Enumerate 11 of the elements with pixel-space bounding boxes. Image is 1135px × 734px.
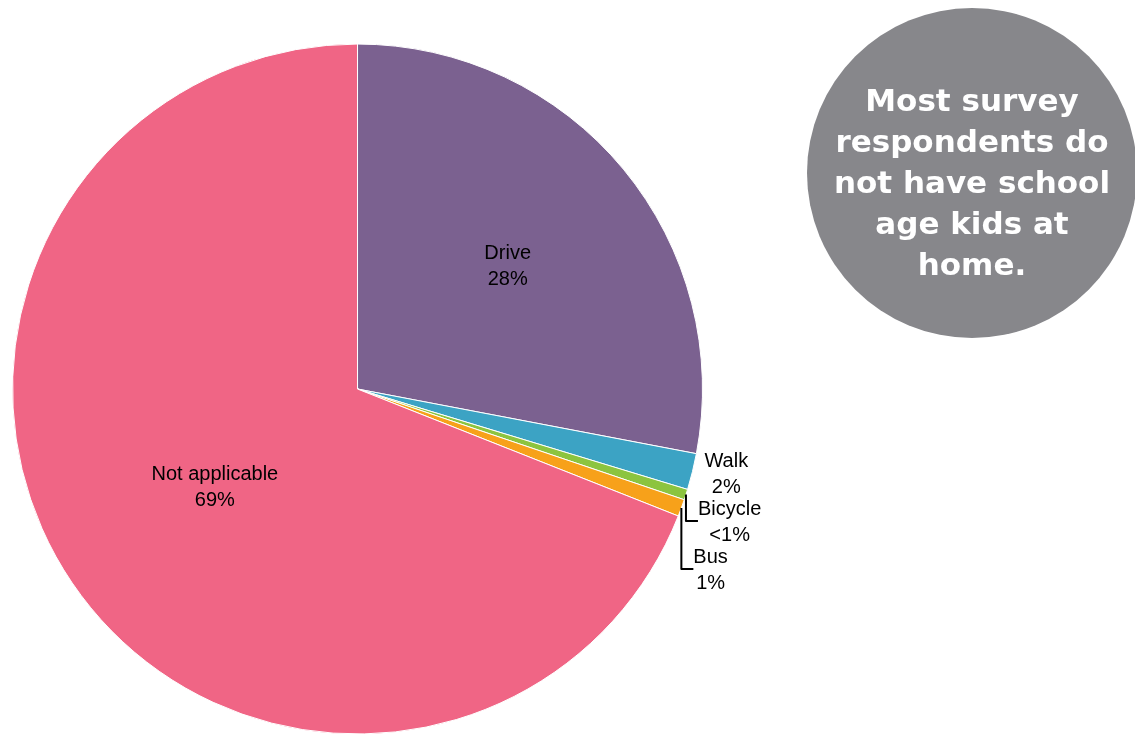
slice-label: Bicycle — [697, 497, 762, 520]
slice-label: Bus — [693, 545, 728, 568]
data-label: <1% — [709, 523, 751, 546]
data-label: 28% — [487, 266, 528, 289]
data-label: 69% — [194, 487, 236, 510]
slice-label: Drive — [484, 240, 531, 263]
slice-label: Walk — [704, 449, 750, 472]
text: Most survey respondents do not have school age kids at home. — [832, 81, 1112, 284]
data-label: 1% — [696, 571, 726, 594]
slice-label: Not applicable — [151, 461, 279, 484]
data-label: 2% — [711, 475, 741, 498]
